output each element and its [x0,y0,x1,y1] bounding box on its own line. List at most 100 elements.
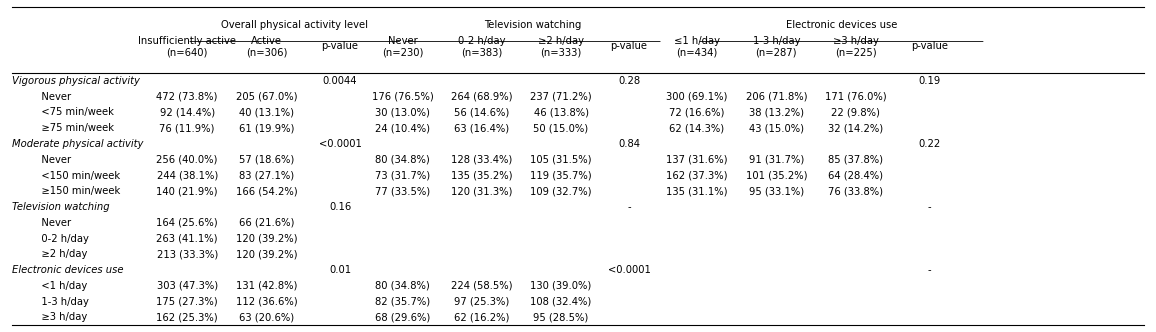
Text: 162 (25.3%): 162 (25.3%) [156,312,218,322]
Text: 140 (21.9%): 140 (21.9%) [156,186,218,196]
Text: 43 (15.0%): 43 (15.0%) [749,123,803,133]
Text: 162 (37.3%): 162 (37.3%) [666,171,728,181]
Text: p-value: p-value [610,42,647,51]
Text: <75 min/week: <75 min/week [32,108,114,118]
Text: Vigorous physical activity: Vigorous physical activity [12,76,140,86]
Text: 38 (13.2%): 38 (13.2%) [749,108,803,118]
Text: 76 (33.8%): 76 (33.8%) [828,186,883,196]
Text: 171 (76.0%): 171 (76.0%) [824,92,887,102]
Text: 0.19: 0.19 [918,76,940,86]
Text: 63 (16.4%): 63 (16.4%) [454,123,510,133]
Text: 68 (29.6%): 68 (29.6%) [375,312,430,322]
Text: 0-2 h/day: 0-2 h/day [32,234,89,244]
Text: 0.22: 0.22 [918,139,940,149]
Text: 213 (33.3%): 213 (33.3%) [156,249,217,259]
Text: 205 (67.0%): 205 (67.0%) [236,92,297,102]
Text: 32 (14.2%): 32 (14.2%) [828,123,883,133]
Text: 73 (31.7%): 73 (31.7%) [375,171,430,181]
Text: Electronic devices use: Electronic devices use [12,265,123,275]
Text: Electronic devices use: Electronic devices use [786,20,897,30]
Text: 46 (13.8%): 46 (13.8%) [534,108,588,118]
Text: 108 (32.4%): 108 (32.4%) [531,297,592,307]
Text: 95 (28.5%): 95 (28.5%) [533,312,588,322]
Text: 62 (16.2%): 62 (16.2%) [454,312,510,322]
Text: 120 (39.2%): 120 (39.2%) [236,234,297,244]
Text: Never
(n=230): Never (n=230) [381,36,423,57]
Text: 105 (31.5%): 105 (31.5%) [531,155,592,165]
Text: Active
(n=306): Active (n=306) [246,36,287,57]
Text: ≥2 h/day
(n=333): ≥2 h/day (n=333) [538,36,584,57]
Text: 40 (13.1%): 40 (13.1%) [239,108,294,118]
Text: <0.0001: <0.0001 [608,265,651,275]
Text: 50 (15.0%): 50 (15.0%) [533,123,588,133]
Text: 76 (11.9%): 76 (11.9%) [160,123,215,133]
Text: 137 (31.6%): 137 (31.6%) [666,155,728,165]
Text: 80 (34.8%): 80 (34.8%) [375,281,430,291]
Text: 66 (21.6%): 66 (21.6%) [239,218,294,228]
Text: 472 (73.8%): 472 (73.8%) [156,92,217,102]
Text: p-value: p-value [321,42,358,51]
Text: <1 h/day: <1 h/day [32,281,88,291]
Text: 135 (35.2%): 135 (35.2%) [451,171,512,181]
Text: 101 (35.2%): 101 (35.2%) [746,171,807,181]
Text: 300 (69.1%): 300 (69.1%) [666,92,727,102]
Text: 1-3 h/day: 1-3 h/day [32,297,89,307]
Text: 131 (42.8%): 131 (42.8%) [236,281,297,291]
Text: 57 (18.6%): 57 (18.6%) [239,155,294,165]
Text: -: - [927,265,931,275]
Text: 0.28: 0.28 [618,76,640,86]
Text: 56 (14.6%): 56 (14.6%) [454,108,510,118]
Text: 77 (33.5%): 77 (33.5%) [375,186,430,196]
Text: ≥3 h/day
(n=225): ≥3 h/day (n=225) [832,36,879,57]
Text: p-value: p-value [911,42,948,51]
Text: 224 (58.5%): 224 (58.5%) [451,281,512,291]
Text: 237 (71.2%): 237 (71.2%) [531,92,592,102]
Text: 64 (28.4%): 64 (28.4%) [828,171,883,181]
Text: 30 (13.0%): 30 (13.0%) [375,108,430,118]
Text: 112 (36.6%): 112 (36.6%) [236,297,297,307]
Text: ≥3 h/day: ≥3 h/day [32,312,88,322]
Text: 63 (20.6%): 63 (20.6%) [239,312,294,322]
Text: 175 (27.3%): 175 (27.3%) [156,297,218,307]
Text: 92 (14.4%): 92 (14.4%) [160,108,215,118]
Text: 263 (41.1%): 263 (41.1%) [156,234,218,244]
Text: 1-3 h/day
(n=287): 1-3 h/day (n=287) [753,36,800,57]
Text: Insufficiently active
(n=640): Insufficiently active (n=640) [139,36,236,57]
Text: 0.0044: 0.0044 [323,76,357,86]
Text: 80 (34.8%): 80 (34.8%) [375,155,430,165]
Text: Never: Never [32,92,72,102]
Text: <150 min/week: <150 min/week [32,171,120,181]
Text: 303 (47.3%): 303 (47.3%) [156,281,217,291]
Text: 97 (25.3%): 97 (25.3%) [454,297,510,307]
Text: 0-2 h/day
(n=383): 0-2 h/day (n=383) [458,36,505,57]
Text: 22 (9.8%): 22 (9.8%) [831,108,880,118]
Text: -: - [628,202,631,212]
Text: ≥2 h/day: ≥2 h/day [32,249,88,259]
Text: Television watching: Television watching [12,202,109,212]
Text: Overall physical activity level: Overall physical activity level [221,20,369,30]
Text: 166 (54.2%): 166 (54.2%) [236,186,297,196]
Text: 82 (35.7%): 82 (35.7%) [375,297,430,307]
Text: 164 (25.6%): 164 (25.6%) [156,218,218,228]
Text: Never: Never [32,218,72,228]
Text: 130 (39.0%): 130 (39.0%) [531,281,592,291]
Text: 0.84: 0.84 [618,139,640,149]
Text: 206 (71.8%): 206 (71.8%) [746,92,807,102]
Text: Moderate physical activity: Moderate physical activity [12,139,143,149]
Text: Never: Never [32,155,72,165]
Text: 256 (40.0%): 256 (40.0%) [156,155,217,165]
Text: ≤1 h/day
(n=434): ≤1 h/day (n=434) [674,36,720,57]
Text: 244 (38.1%): 244 (38.1%) [156,171,217,181]
Text: 109 (32.7%): 109 (32.7%) [531,186,592,196]
Text: 0.16: 0.16 [329,202,351,212]
Text: 120 (31.3%): 120 (31.3%) [451,186,512,196]
Text: 128 (33.4%): 128 (33.4%) [451,155,512,165]
Text: 0.01: 0.01 [329,265,351,275]
Text: 120 (39.2%): 120 (39.2%) [236,249,297,259]
Text: 85 (37.8%): 85 (37.8%) [828,155,883,165]
Text: 72 (16.6%): 72 (16.6%) [669,108,725,118]
Text: 83 (27.1%): 83 (27.1%) [239,171,294,181]
Text: 95 (33.1%): 95 (33.1%) [749,186,803,196]
Text: <0.0001: <0.0001 [319,139,362,149]
Text: 264 (68.9%): 264 (68.9%) [451,92,512,102]
